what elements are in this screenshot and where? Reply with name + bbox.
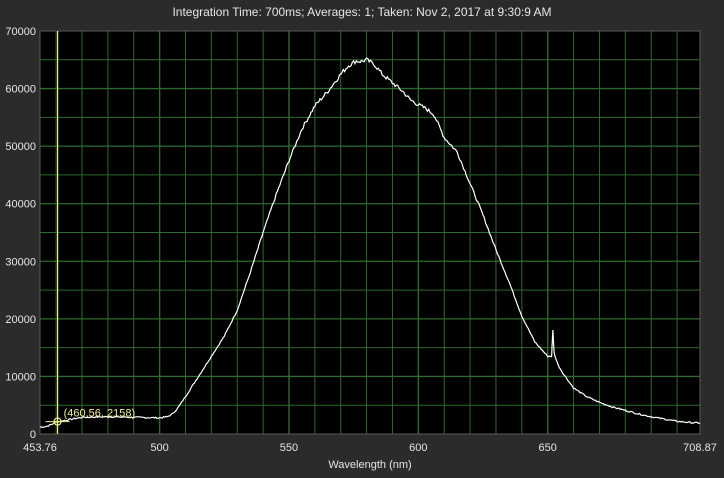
cursor-marker[interactable] [53, 417, 62, 426]
plot-border [39, 30, 701, 435]
chart-header-info: Integration Time: 700ms; Averages: 1; Ta… [172, 5, 552, 19]
cursor-coordinate-label: (460.56, 2158) [64, 408, 136, 420]
x-tick-label: 708.87 [683, 442, 717, 454]
x-tick-label: 500 [150, 442, 168, 454]
x-tick-label: 650 [539, 442, 557, 454]
y-tick-label: 40000 [5, 199, 36, 211]
y-tick-label: 30000 [5, 256, 36, 268]
axis-tick-labels: 0 10000 20000 30000 40000 50000 60000 70000 453.… [5, 26, 716, 454]
y-tick-label: 0 [30, 429, 36, 441]
data-cursor[interactable]: (460.56, 2158) [45, 31, 136, 434]
x-tick-label: 453.76 [23, 442, 57, 454]
x-tick-label: 550 [280, 442, 298, 454]
y-tick-label: 10000 [5, 371, 36, 383]
y-tick-label: 20000 [5, 314, 36, 326]
x-tick-label: 600 [409, 442, 427, 454]
y-tick-label: 50000 [5, 141, 36, 153]
y-tick-label: 60000 [5, 84, 36, 96]
x-axis-title: Wavelength (nm) [328, 459, 411, 471]
y-tick-label: 70000 [5, 26, 36, 38]
spectrum-series-line [39, 57, 701, 428]
grid-lines [39, 30, 701, 435]
